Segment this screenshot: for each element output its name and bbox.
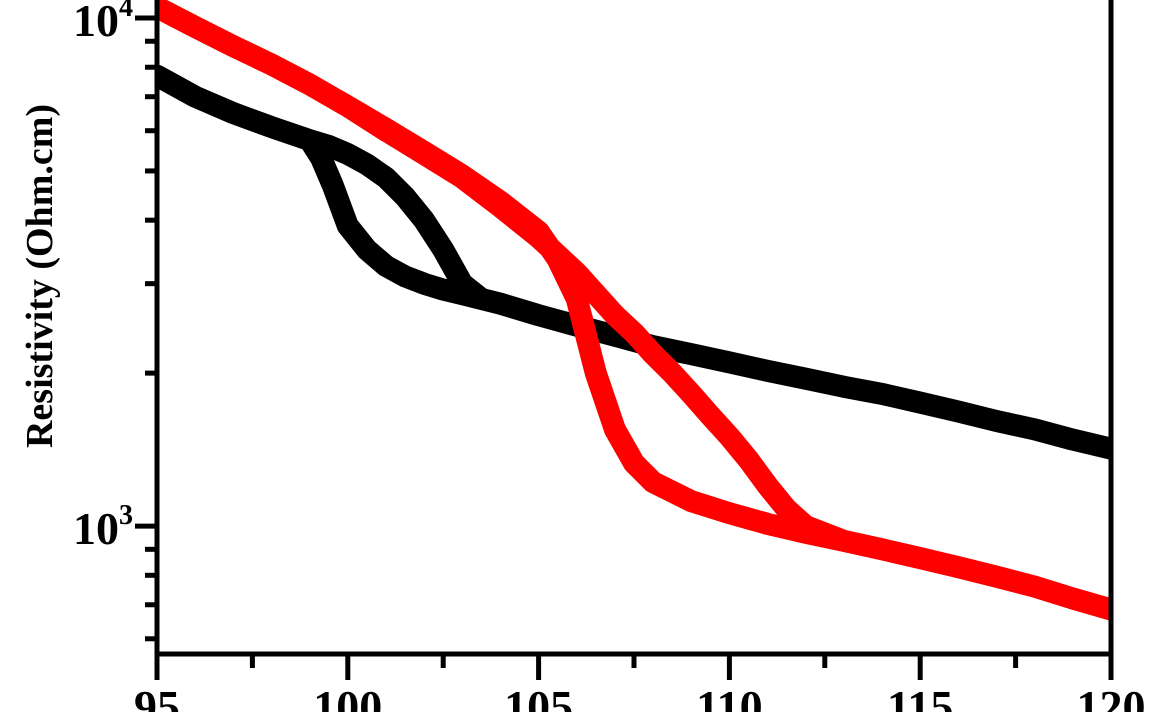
x-tick-label: 120 — [1077, 681, 1146, 712]
series-layer — [157, 0, 1111, 621]
y-tick-label: 103 — [73, 500, 133, 554]
y-axis-label: Resistivity (Ohm.cm) — [19, 104, 61, 448]
x-tick-label: 95 — [134, 681, 180, 712]
x-tick-label: 100 — [313, 681, 382, 712]
axes-layer — [135, 0, 1114, 680]
labels-layer: 95 100 105 110 115 120 103 104 Resistivity (Ohm.… — [19, 0, 1146, 712]
y-tick-label: 104 — [73, 0, 133, 46]
x-tick-label: 115 — [887, 681, 953, 712]
series-0-line — [157, 64, 1111, 460]
series-1-line — [157, 0, 1111, 621]
x-tick-label: 110 — [696, 681, 762, 712]
x-tick-label: 105 — [504, 681, 573, 712]
